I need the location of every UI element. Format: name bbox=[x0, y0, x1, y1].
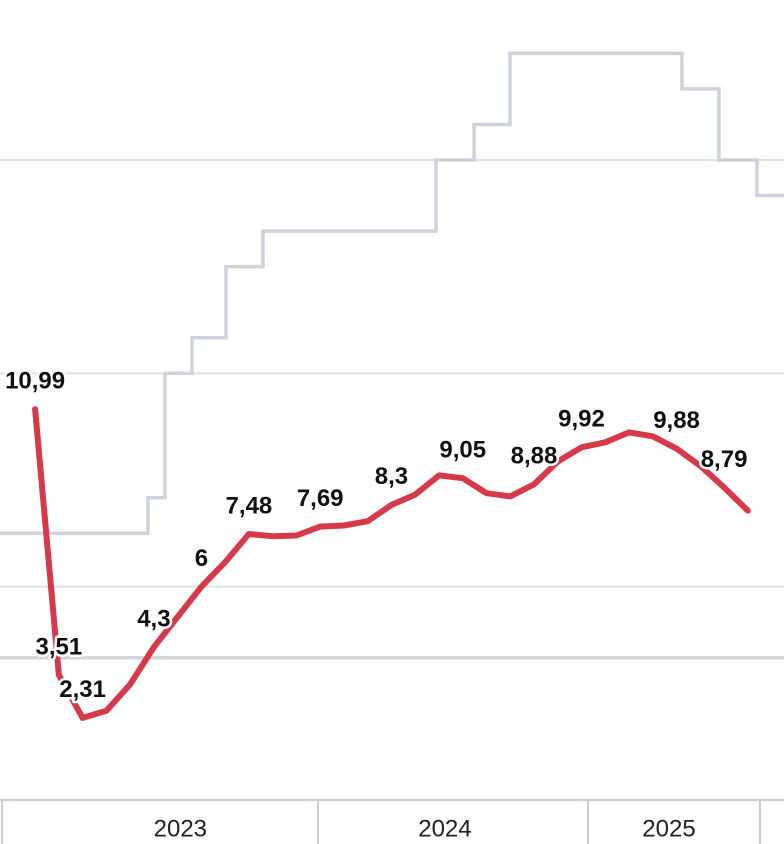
data-label: 4,3 bbox=[137, 605, 170, 632]
x-tick-label: 2024 bbox=[418, 815, 471, 842]
data-label: 9,88 bbox=[653, 407, 700, 434]
data-label: 8,3 bbox=[375, 463, 408, 490]
data-label: 9,05 bbox=[439, 437, 486, 464]
line bbox=[32, 406, 751, 721]
x-tick-label: 2025 bbox=[642, 815, 695, 842]
data-label: 6 bbox=[195, 545, 208, 572]
data-label: 2,31 bbox=[59, 676, 106, 703]
data-label: 3,51 bbox=[35, 634, 82, 661]
data-label: 8,88 bbox=[511, 443, 558, 470]
data-label: 10,99 bbox=[5, 368, 65, 395]
data-label: 7,48 bbox=[226, 492, 273, 519]
data-label: 9,92 bbox=[558, 406, 605, 433]
data-label: 8,79 bbox=[701, 446, 748, 473]
x-tick-label: 2023 bbox=[154, 815, 207, 842]
data-label: 7,69 bbox=[297, 485, 344, 512]
